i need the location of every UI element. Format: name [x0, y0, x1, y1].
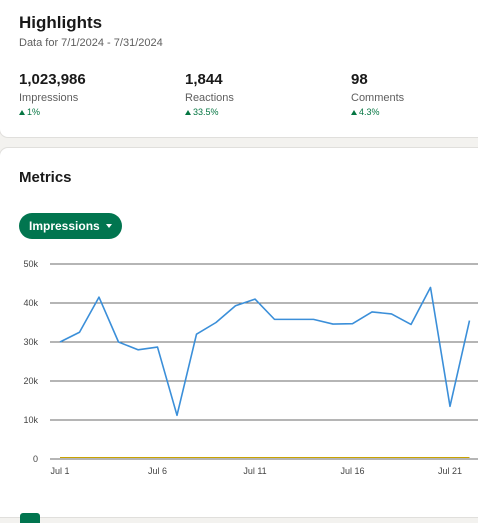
- stat-value: 98: [351, 71, 368, 88]
- stat-value: 1,023,986: [19, 71, 86, 88]
- x-tick-label: Jul 11: [243, 466, 266, 476]
- legend-swatch[interactable]: [20, 513, 40, 523]
- x-tick-label: Jul 1: [50, 466, 69, 476]
- series-line-0: [59, 286, 471, 417]
- stat-change-value: 1%: [27, 107, 41, 117]
- stat-change: 1%: [19, 106, 169, 118]
- trend-up-icon: [185, 109, 191, 115]
- x-tick-label: Jul 6: [148, 466, 167, 476]
- chart-series: [59, 286, 471, 458]
- metrics-title: Metrics: [19, 169, 72, 186]
- y-tick-label: 20k: [23, 376, 38, 386]
- x-tick-label: Jul 21: [438, 466, 462, 476]
- y-tick-label: 30k: [23, 337, 38, 347]
- metrics-card: Metrics 0 10k 20k 30k 40k 50k Jul 1 Jul 6 Jul 1…: [0, 148, 478, 523]
- chart-x-tick-labels: Jul 1 Jul 6 Jul 11 Jul 16 Jul 21: [50, 466, 462, 476]
- chart-y-tick-labels: 0 10k 20k 30k 40k 50k: [23, 259, 38, 464]
- stat-label: Reactions: [185, 92, 234, 104]
- trend-up-icon: [19, 109, 25, 115]
- y-tick-label: 40k: [23, 298, 38, 308]
- highlights-title: Highlights: [19, 13, 103, 32]
- stat-change: 4.3%: [351, 106, 478, 118]
- y-tick-label: 50k: [23, 259, 38, 269]
- stat-label: Comments: [351, 92, 405, 104]
- stat-value: 1,844: [185, 71, 223, 88]
- x-tick-label: Jul 16: [340, 466, 364, 476]
- stat-reactions[interactable]: 1,844 Reactions 33.5%: [185, 71, 335, 118]
- stat-change-value: 4.3%: [359, 107, 380, 117]
- trend-up-icon: [351, 109, 357, 115]
- metric-selector-label: Impressions: [29, 219, 100, 233]
- highlights-card: Highlights Data for 7/1/2024 - 7/31/2024…: [0, 0, 478, 137]
- stat-comments[interactable]: 98 Comments 4.3%: [351, 71, 478, 118]
- stat-label: Impressions: [19, 92, 79, 104]
- y-tick-label: 10k: [23, 415, 38, 425]
- chart-gridlines: [50, 263, 478, 460]
- highlights-date-range: Data for 7/1/2024 - 7/31/2024: [19, 37, 163, 49]
- stat-change-value: 33.5%: [193, 107, 219, 117]
- metric-selector-button[interactable]: Impressions: [19, 213, 122, 239]
- chevron-down-icon: [105, 224, 112, 228]
- stat-impressions[interactable]: 1,023,986 Impressions 1%: [19, 71, 169, 118]
- y-tick-label: 0: [33, 454, 38, 464]
- stat-change: 33.5%: [185, 106, 335, 118]
